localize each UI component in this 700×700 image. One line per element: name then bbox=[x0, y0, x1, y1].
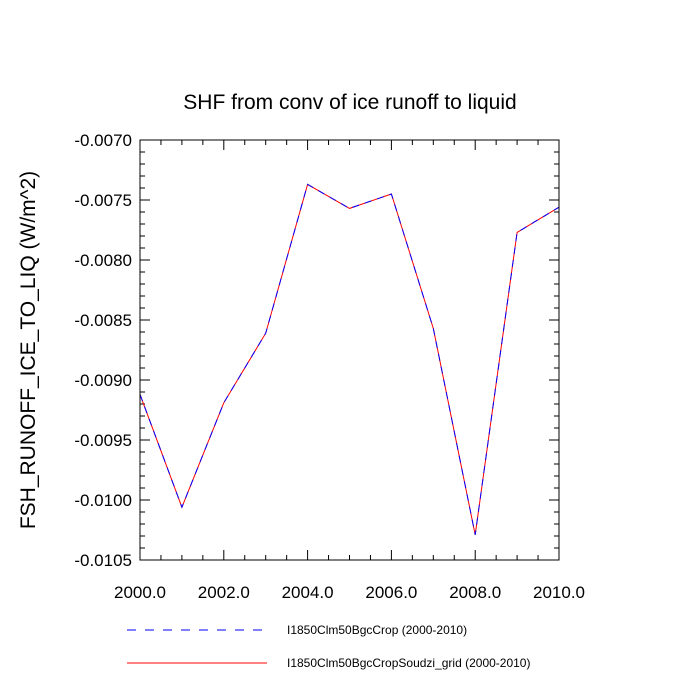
y-tick-label: -0.0100 bbox=[74, 491, 132, 510]
x-tick-label: 2000.0 bbox=[114, 583, 166, 602]
series-lines bbox=[139, 183, 560, 535]
chart-title: SHF from conv of ice runoff to liquid bbox=[183, 91, 516, 114]
y-tick-label: -0.0090 bbox=[74, 371, 132, 390]
tick-labels: 2000.0 2002.0 2004.0 2006.0 2008.0 2010.0 -0.0… bbox=[74, 131, 585, 602]
y-tick-label: -0.0070 bbox=[74, 131, 132, 150]
y-tick-label: -0.0105 bbox=[74, 551, 132, 570]
y-tick-label: -0.0085 bbox=[74, 311, 132, 330]
y-tick-label: -0.0080 bbox=[74, 251, 132, 270]
plot-frame bbox=[139, 139, 560, 561]
legend-label-0: I1850Clm50BgcCrop (2000-2010) bbox=[287, 623, 467, 637]
series-line-0 bbox=[139, 183, 560, 535]
x-tick-label: 2008.0 bbox=[449, 583, 501, 602]
legend: I1850Clm50BgcCrop (2000-2010) I1850Clm50B… bbox=[127, 623, 530, 670]
y-tick-label: -0.0075 bbox=[74, 191, 132, 210]
x-tick-label: 2004.0 bbox=[282, 583, 334, 602]
x-tick-label: 2006.0 bbox=[365, 583, 417, 602]
legend-label-1: I1850Clm50BgcCropSoudzi_grid (2000-2010) bbox=[287, 656, 530, 670]
series-line-1 bbox=[139, 183, 560, 535]
y-axis-label: FSH_RUNOFF_ICE_TO_LIQ (W/m^2) bbox=[17, 171, 40, 529]
y-tick-label: -0.0095 bbox=[74, 431, 132, 450]
x-tick-label: 2002.0 bbox=[198, 583, 250, 602]
axis-ticks bbox=[139, 139, 560, 561]
x-tick-label: 2010.0 bbox=[533, 583, 585, 602]
